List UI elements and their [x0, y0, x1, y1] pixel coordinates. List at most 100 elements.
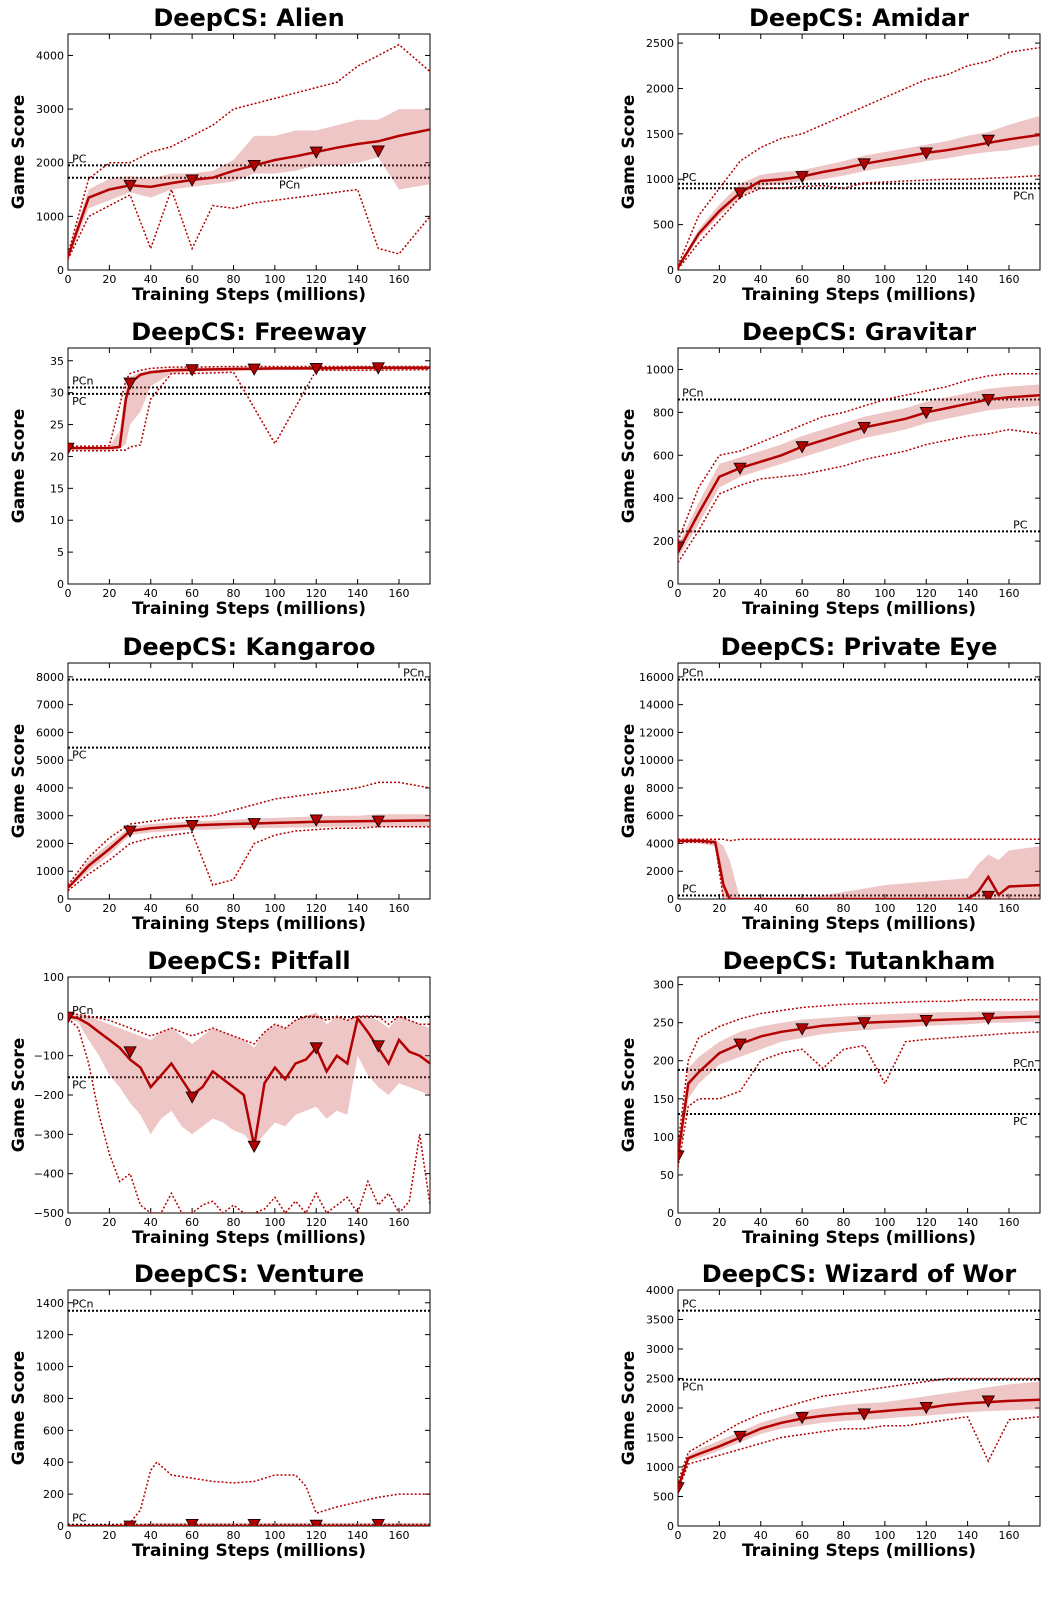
y-tick-label: 1500 [646, 1432, 674, 1445]
triangle-marker [309, 363, 323, 376]
triangle-marker [371, 362, 385, 375]
mean-line [678, 1398, 1040, 1489]
x-tick-label: 60 [185, 1216, 199, 1229]
plot-frame [677, 33, 1041, 271]
triangle-marker [981, 1395, 995, 1408]
x-tick-label: 160 [388, 587, 409, 600]
y-axis-label: Game Score [9, 1351, 29, 1466]
y-tick-label: 200 [653, 1055, 674, 1068]
x-tick-label: 20 [712, 902, 726, 915]
x-tick-label: 60 [795, 273, 809, 286]
x-tick-label: 80 [836, 273, 850, 286]
plot-frame [67, 347, 431, 585]
plot-frame [67, 33, 431, 271]
y-tick-label: 1200 [36, 1329, 64, 1342]
plot-data [678, 678, 1040, 899]
x-tick-label: 60 [185, 587, 199, 600]
x-tick-label: 0 [65, 1529, 72, 1542]
y-tick-label: 10000 [639, 754, 674, 767]
plot-frame [677, 347, 1041, 585]
y-tick-label: 0 [57, 578, 64, 591]
max-line [68, 365, 430, 447]
y-axis-label: Game Score [619, 1351, 639, 1466]
y-tick-label: 8000 [36, 671, 64, 684]
triangle-marker [795, 1412, 809, 1425]
reference-label-pcn: PCn [72, 1004, 93, 1017]
y-tick-label: 500 [653, 1491, 674, 1504]
x-tick-label: 20 [712, 273, 726, 286]
chart-panel-9: DeepCS: Venture 0 20 40 60 80 100 120 140 160 0 200… [9, 1260, 431, 1561]
x-axis-label: Training Steps (millions) [742, 1541, 976, 1561]
x-tick-label: 100 [264, 1529, 285, 1542]
x-tick-label: 40 [754, 587, 768, 600]
reference-label-pcn: PCn [1013, 189, 1034, 202]
triangle-marker [678, 542, 685, 555]
x-tick-label: 40 [144, 902, 158, 915]
y-tick-label: 600 [653, 449, 674, 462]
y-tick-label: 0 [667, 893, 674, 906]
x-tick-label: 160 [998, 273, 1019, 286]
chart-title: DeepCS: Amidar [749, 4, 969, 32]
y-tick-label: −300 [34, 1128, 64, 1141]
y-tick-label: 3000 [36, 103, 64, 116]
y-tick-label: 1400 [36, 1297, 64, 1310]
y-tick-label: 1000 [646, 173, 674, 186]
x-tick-label: 0 [675, 1216, 682, 1229]
x-tick-label: 140 [347, 1216, 368, 1229]
y-tick-label: −200 [34, 1089, 64, 1102]
triangle-marker [185, 174, 199, 187]
triangle-marker [185, 820, 199, 833]
plot-data [68, 362, 430, 455]
triangle-marker [123, 179, 137, 193]
x-tick-label: 20 [102, 1216, 116, 1229]
y-tick-label: 8000 [646, 782, 674, 795]
y-tick-label: 600 [43, 1424, 64, 1437]
max-line [678, 372, 1040, 542]
reference-label-pcn: PCn [682, 1381, 703, 1394]
y-axis-label: Game Score [9, 1038, 29, 1153]
x-tick-label: 120 [306, 1216, 327, 1229]
y-tick-label: 800 [653, 406, 674, 419]
chart-title: DeepCS: Venture [134, 1260, 364, 1288]
triangle-marker [733, 462, 747, 475]
triangle-marker [919, 406, 933, 420]
x-axis-label: Training Steps (millions) [132, 914, 366, 934]
triangle-marker [123, 1046, 137, 1059]
chart-title: DeepCS: Gravitar [742, 318, 976, 346]
x-tick-label: 120 [916, 273, 937, 286]
triangle-marker [981, 890, 995, 899]
y-tick-label: 1000 [36, 865, 64, 878]
y-axis-label: Game Score [9, 409, 29, 524]
min-line [678, 1415, 1040, 1491]
triangle-marker [733, 1430, 747, 1444]
triangle-marker [68, 442, 75, 455]
x-tick-label: 80 [836, 587, 850, 600]
x-tick-label: 80 [226, 587, 240, 600]
x-tick-label: 40 [754, 1216, 768, 1229]
mean-line [68, 366, 430, 450]
triangle-marker [309, 1519, 323, 1526]
chart-panel-7: DeepCS: Pitfall 0 20 40 60 80 100 120 140 160 −500… [9, 947, 431, 1248]
x-tick-label: 100 [264, 587, 285, 600]
x-axis-label: Training Steps (millions) [742, 1228, 976, 1248]
triangle-marker [857, 421, 871, 435]
min-line [68, 368, 430, 452]
plot-frame [677, 976, 1041, 1214]
chart-panel-6: DeepCS: Private Eye 0 20 40 60 80 100 120 140 160… [619, 633, 1041, 934]
y-tick-label: 0 [667, 264, 674, 277]
triangle-marker [185, 1091, 199, 1104]
x-tick-label: 60 [795, 1216, 809, 1229]
y-tick-label: 2000 [646, 1402, 674, 1415]
x-tick-label: 80 [836, 902, 850, 915]
y-tick-label: 400 [43, 1456, 64, 1469]
chart-panel-4: DeepCS: Gravitar 0 20 40 60 80 100 120 140 160 0 20… [619, 318, 1041, 619]
y-tick-label: 0 [57, 1010, 64, 1023]
triangle-marker [68, 1011, 75, 1024]
y-tick-label: 300 [653, 979, 674, 992]
x-tick-label: 100 [264, 902, 285, 915]
y-tick-label: 1000 [36, 210, 64, 223]
variance-band [68, 367, 430, 450]
x-tick-label: 80 [226, 902, 240, 915]
triangle-marker [247, 1140, 261, 1153]
